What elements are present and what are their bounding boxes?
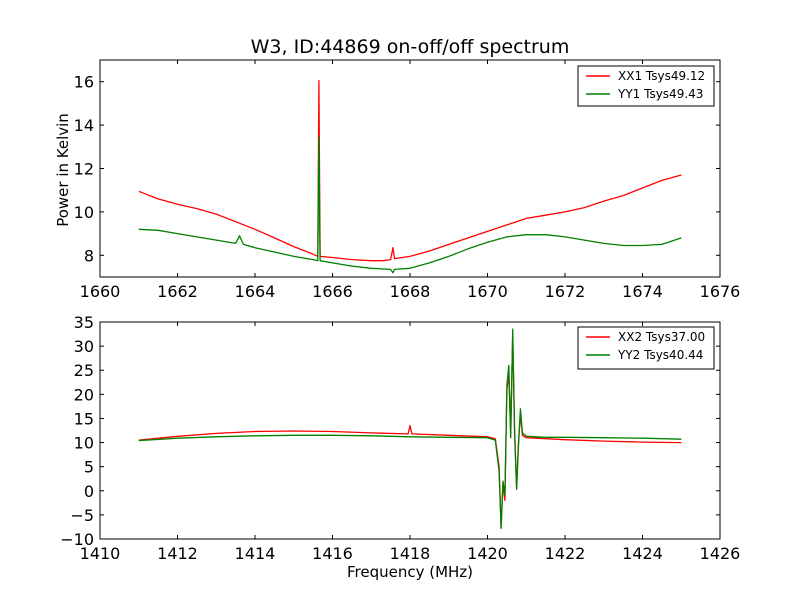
x-tick-label: 1414 bbox=[235, 544, 276, 563]
x-tick-label: 1426 bbox=[700, 544, 741, 563]
chart-title: W3, ID:44869 on-off/off spectrum bbox=[251, 36, 570, 58]
x-tick-label: 1662 bbox=[157, 282, 198, 301]
x-tick-label: 1418 bbox=[390, 544, 431, 563]
x-tick-label: 1412 bbox=[157, 544, 198, 563]
legend-label-2: YY1 Tsys49.43 bbox=[617, 87, 703, 101]
x-tick-label: 1672 bbox=[545, 282, 586, 301]
legend: XX2 Tsys37.00 YY2 Tsys40.44 bbox=[577, 326, 715, 370]
y-tick-label: 12 bbox=[74, 160, 94, 179]
legend-label-1: XX1 Tsys49.12 bbox=[618, 69, 705, 83]
x-tick-label: 1664 bbox=[235, 282, 276, 301]
y-tick-label: 8 bbox=[84, 246, 94, 265]
series-line-2 bbox=[138, 328, 682, 530]
x-tick-label: 1670 bbox=[467, 282, 508, 301]
y-tick-label: 10 bbox=[74, 434, 94, 453]
top-panel: 1660 1662 1664 1666 1668 1670 1672 1674 1676 8 10 1… bbox=[74, 59, 741, 301]
bottom-panel: 1410 1412 1414 1416 1418 1420 1422 1424 1426 −10 −… bbox=[60, 313, 740, 563]
x-tick-label: 1416 bbox=[312, 544, 353, 563]
y-tick-label: 10 bbox=[74, 203, 94, 222]
y-tick-label: 0 bbox=[84, 482, 94, 501]
y-tick-label: 35 bbox=[74, 313, 94, 332]
x-tick-label: 1660 bbox=[80, 282, 121, 301]
x-tick-label: 1666 bbox=[312, 282, 353, 301]
y-tick-label: 20 bbox=[74, 385, 94, 404]
y-tick-label: 16 bbox=[74, 73, 94, 92]
legend: XX1 Tsys49.12 YY1 Tsys49.43 bbox=[577, 65, 715, 107]
series-line-1 bbox=[138, 79, 682, 262]
y-tick-label: 15 bbox=[74, 409, 94, 428]
y-axis-label: Power in Kelvin bbox=[54, 113, 72, 227]
y-tick-label: 5 bbox=[84, 458, 94, 477]
x-tick-label: 1668 bbox=[390, 282, 431, 301]
legend-box bbox=[577, 65, 715, 107]
x-axis-label: Frequency (MHz) bbox=[347, 563, 473, 581]
x-tick-label: 1410 bbox=[80, 544, 121, 563]
y-tick-label: 25 bbox=[74, 361, 94, 380]
y-tick-label: 30 bbox=[74, 337, 94, 356]
y-tick-label: −10 bbox=[60, 530, 94, 549]
x-tick-label: 1676 bbox=[700, 282, 741, 301]
y-tick-label: 14 bbox=[74, 116, 94, 135]
series-line-2 bbox=[138, 136, 682, 274]
legend-label-1: XX2 Tsys37.00 bbox=[618, 330, 705, 344]
legend-box bbox=[577, 326, 715, 370]
x-tick-label: 1424 bbox=[622, 544, 663, 563]
x-tick-label: 1422 bbox=[545, 544, 586, 563]
x-tick-label: 1420 bbox=[467, 544, 508, 563]
y-tick-label: −5 bbox=[70, 506, 94, 525]
x-tick-label: 1674 bbox=[622, 282, 663, 301]
legend-label-2: YY2 Tsys40.44 bbox=[617, 348, 703, 362]
